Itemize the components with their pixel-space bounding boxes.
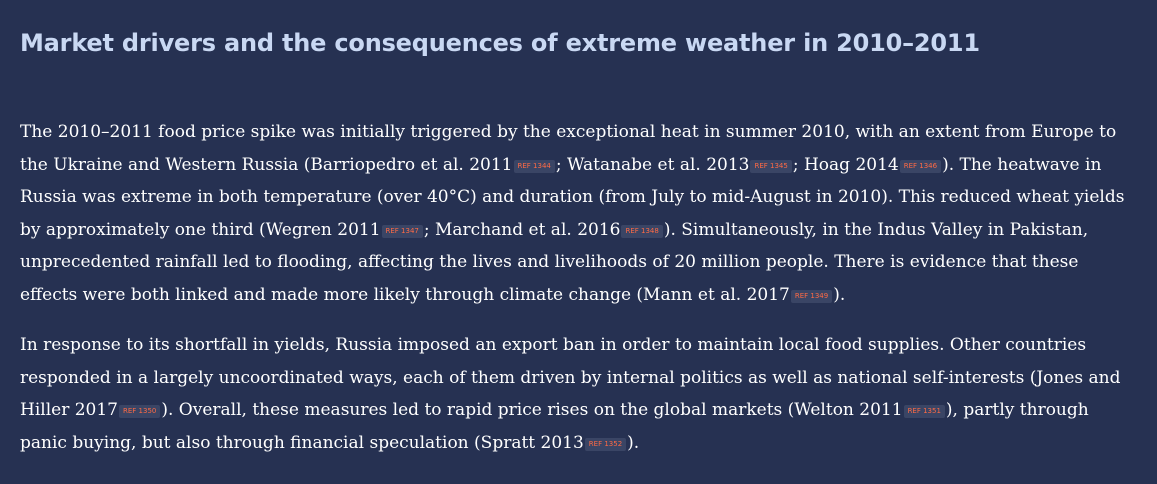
- paragraph-text: ), partly through panic buying, but also…: [20, 400, 1089, 453]
- reference-link-1351[interactable]: REF 1351: [903, 405, 945, 418]
- paragraph-text: In response to its shortfall in yields, …: [20, 335, 1121, 420]
- paragraph-text: ; Hoag 2014: [792, 154, 899, 175]
- page-title: Market drivers and the consequences of e…: [20, 29, 980, 57]
- paragraph-text: ). Overall, these measures led to rapid …: [161, 400, 903, 420]
- reference-link-1350[interactable]: REF 1350: [119, 405, 161, 418]
- paragraph-text: ). The heatwave in Russia was extreme in…: [20, 154, 1125, 240]
- paragraph-text: ). Simultaneously, in the Indus Valley i…: [20, 219, 1089, 305]
- paragraph-text: ; Marchand et al. 2016: [423, 219, 621, 240]
- reference-link-1347[interactable]: REF 1347: [381, 224, 423, 238]
- reference-link-1345[interactable]: REF 1345: [750, 159, 792, 173]
- paragraph-text: ; Watanabe et al. 2013: [555, 154, 750, 175]
- paragraph-text: ).: [627, 432, 640, 453]
- reference-link-1346[interactable]: REF 1346: [899, 159, 942, 173]
- paragraph-1: The 2010–2011 food price spike was initi…: [20, 116, 1137, 311]
- paragraph-text: The 2010–2011 food price spike was initi…: [20, 122, 1117, 175]
- reference-link-1344[interactable]: REF 1344: [513, 159, 555, 173]
- paragraph-text: ).: [833, 284, 846, 305]
- paragraph-2: In response to its shortfall in yields, …: [20, 329, 1137, 459]
- reference-link-1349[interactable]: REF 1349: [790, 289, 833, 303]
- reference-link-1352[interactable]: REF 1352: [584, 437, 627, 451]
- reference-link-1348[interactable]: REF 1348: [621, 224, 663, 238]
